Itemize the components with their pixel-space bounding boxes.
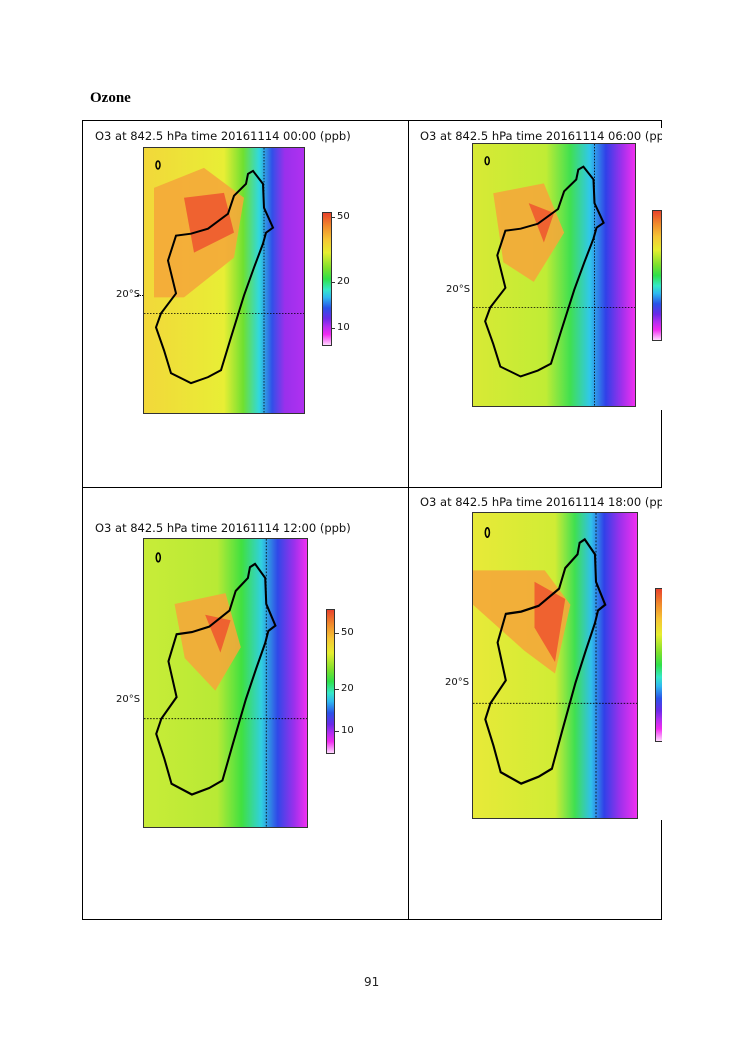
ozone-high-contour [493, 183, 565, 282]
table-divider-vertical [408, 120, 409, 920]
latitude-label: 20°S [445, 677, 470, 688]
panel-title: O3 at 842.5 hPa time 20161114 18:00 (ppb… [420, 495, 662, 509]
madagascar-coastline [484, 537, 607, 785]
colorbar [322, 212, 332, 346]
island-outline [155, 160, 161, 170]
ozone-field [473, 144, 635, 406]
ozone-map [143, 147, 305, 414]
panel-title: O3 at 842.5 hPa time 20161114 00:00 (ppb… [95, 129, 351, 143]
ozone-map [143, 538, 308, 828]
island-outline [155, 552, 162, 563]
figure-area: O3 at 842.5 hPa time 20161114 00:00 (ppb… [95, 129, 662, 828]
colorbar-tick: 50 [331, 211, 350, 222]
table-divider-right [661, 820, 662, 920]
colorbar-tick: 50 [335, 627, 354, 638]
colorbar [655, 588, 662, 742]
ozone-map [472, 143, 636, 407]
ozone-map [472, 512, 638, 819]
colorbar [652, 210, 662, 341]
ozone-high-contour [174, 593, 241, 691]
colorbar-tick: 20 [331, 276, 350, 287]
latitude-label: 20°S [116, 289, 141, 300]
madagascar-coastline [155, 562, 277, 796]
colorbar-tick: 10 [331, 322, 350, 333]
table-divider-horizontal [82, 487, 662, 488]
island-outline [484, 156, 490, 166]
colorbar-tick: 10 [335, 725, 354, 736]
figure-table [82, 120, 662, 920]
ozone-peak-contour [528, 203, 554, 243]
island-outline [484, 527, 491, 538]
panel-title: O3 at 842.5 hPa time 20161114 12:00 (ppb… [95, 521, 351, 535]
page-number: 91 [364, 975, 380, 989]
madagascar-coastline [154, 169, 275, 385]
madagascar-coastline [484, 165, 605, 378]
colorbar-tick: 20 [335, 683, 354, 694]
panel-title: O3 at 842.5 hPa time 20161114 06:00 (ppb… [420, 129, 662, 143]
colorbar [326, 609, 335, 754]
table-divider-right [661, 120, 662, 128]
section-heading: Ozone [90, 90, 131, 106]
latitude-label: 20°S [116, 694, 141, 705]
latitude-tick [137, 295, 143, 296]
ozone-field [144, 539, 307, 827]
ozone-peak-contour [184, 192, 234, 253]
table-divider-right [661, 410, 662, 488]
latitude-label: 20°S [446, 284, 471, 295]
